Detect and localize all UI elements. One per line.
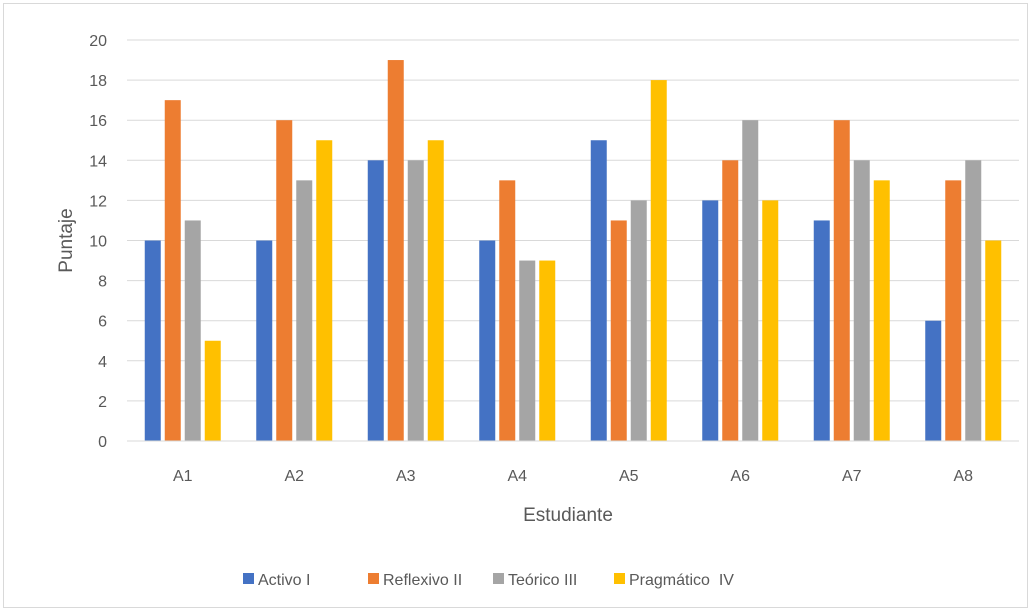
legend-item: Pragmático IV bbox=[614, 572, 734, 589]
bar-a7-series-1 bbox=[813, 220, 830, 441]
bar-a6-series-3 bbox=[742, 120, 759, 441]
y-tick-label: 20 bbox=[89, 33, 107, 50]
bar-a6-series-4 bbox=[762, 200, 779, 441]
x-tick-label: A2 bbox=[284, 468, 304, 485]
bar-a8-series-2 bbox=[945, 180, 962, 441]
legend-label: Reflexivo II bbox=[383, 572, 462, 589]
y-tick-label: 2 bbox=[98, 394, 107, 411]
legend-swatch bbox=[243, 573, 254, 584]
y-tick-label: 16 bbox=[89, 113, 107, 130]
x-tick-label: A5 bbox=[619, 468, 639, 485]
legend-item: Activo I bbox=[243, 572, 310, 589]
bar-a8-series-1 bbox=[925, 320, 942, 441]
x-tick-label: A6 bbox=[730, 468, 750, 485]
legend-swatch bbox=[614, 573, 625, 584]
bar-a4-series-1 bbox=[479, 240, 496, 441]
bar-a7-series-4 bbox=[873, 180, 890, 441]
bar-a5-series-2 bbox=[610, 220, 627, 441]
bar-a4-series-3 bbox=[519, 260, 536, 441]
bar-a6-series-1 bbox=[702, 200, 719, 441]
y-tick-label: 12 bbox=[89, 193, 107, 210]
bar-a2-series-1 bbox=[256, 240, 273, 441]
y-tick-label: 6 bbox=[98, 314, 107, 331]
x-tick-label: A4 bbox=[507, 468, 527, 485]
legend: Activo I Reflexivo II Teórico III Pragmátic… bbox=[243, 572, 734, 589]
bar-a3-series-2 bbox=[387, 60, 404, 442]
legend-label: Teórico III bbox=[508, 572, 577, 589]
bar-a3-series-4 bbox=[427, 140, 444, 441]
legend-label: Activo I bbox=[258, 572, 310, 589]
legend-label: Pragmático IV bbox=[629, 572, 734, 589]
bar-a8-series-4 bbox=[985, 240, 1002, 441]
bar-a4-series-4 bbox=[539, 260, 556, 441]
y-tick-label: 18 bbox=[89, 73, 107, 90]
bar-a6-series-2 bbox=[722, 160, 739, 442]
bars bbox=[144, 60, 1002, 442]
bar-a5-series-3 bbox=[630, 200, 647, 441]
legend-item: Reflexivo II bbox=[368, 572, 462, 589]
bar-a5-series-4 bbox=[650, 80, 667, 441]
x-tick-label: A7 bbox=[842, 468, 862, 485]
y-tick-label: 14 bbox=[89, 153, 107, 170]
x-axis-title: Estudiante bbox=[523, 505, 613, 526]
bar-a2-series-2 bbox=[276, 120, 293, 441]
bar-a3-series-3 bbox=[407, 160, 424, 442]
x-tick-label: A3 bbox=[396, 468, 416, 485]
legend-swatch bbox=[493, 573, 504, 584]
legend-item: Teórico III bbox=[493, 572, 577, 589]
x-tick-label: A1 bbox=[173, 468, 193, 485]
bar-a5-series-1 bbox=[590, 140, 607, 441]
x-tick-label: A8 bbox=[953, 468, 973, 485]
bar-a3-series-1 bbox=[367, 160, 384, 442]
bar-a4-series-2 bbox=[499, 180, 516, 441]
gridlines bbox=[127, 39, 1019, 402]
bar-a1-series-2 bbox=[164, 100, 181, 442]
y-tick-label: 0 bbox=[98, 434, 107, 451]
bar-a2-series-4 bbox=[316, 140, 333, 441]
x-axis-tick-labels: A1 A2 A3 A4 A5 A6 A7 A8 bbox=[173, 468, 973, 485]
bar-a8-series-3 bbox=[965, 160, 982, 442]
bar-a1-series-3 bbox=[184, 220, 201, 441]
y-tick-label: 8 bbox=[98, 274, 107, 291]
y-axis-tick-labels: 0 2 4 6 8 10 12 14 16 18 20 bbox=[89, 33, 107, 451]
bar-a2-series-3 bbox=[296, 180, 313, 441]
legend-swatch bbox=[368, 573, 379, 584]
y-axis-title: Puntaje bbox=[56, 208, 77, 272]
bar-a1-series-4 bbox=[204, 340, 221, 441]
y-tick-label: 10 bbox=[89, 234, 107, 251]
bar-a7-series-3 bbox=[853, 160, 870, 442]
y-tick-label: 4 bbox=[98, 354, 107, 371]
bar-a1-series-1 bbox=[144, 240, 161, 441]
bar-a7-series-2 bbox=[833, 120, 850, 441]
